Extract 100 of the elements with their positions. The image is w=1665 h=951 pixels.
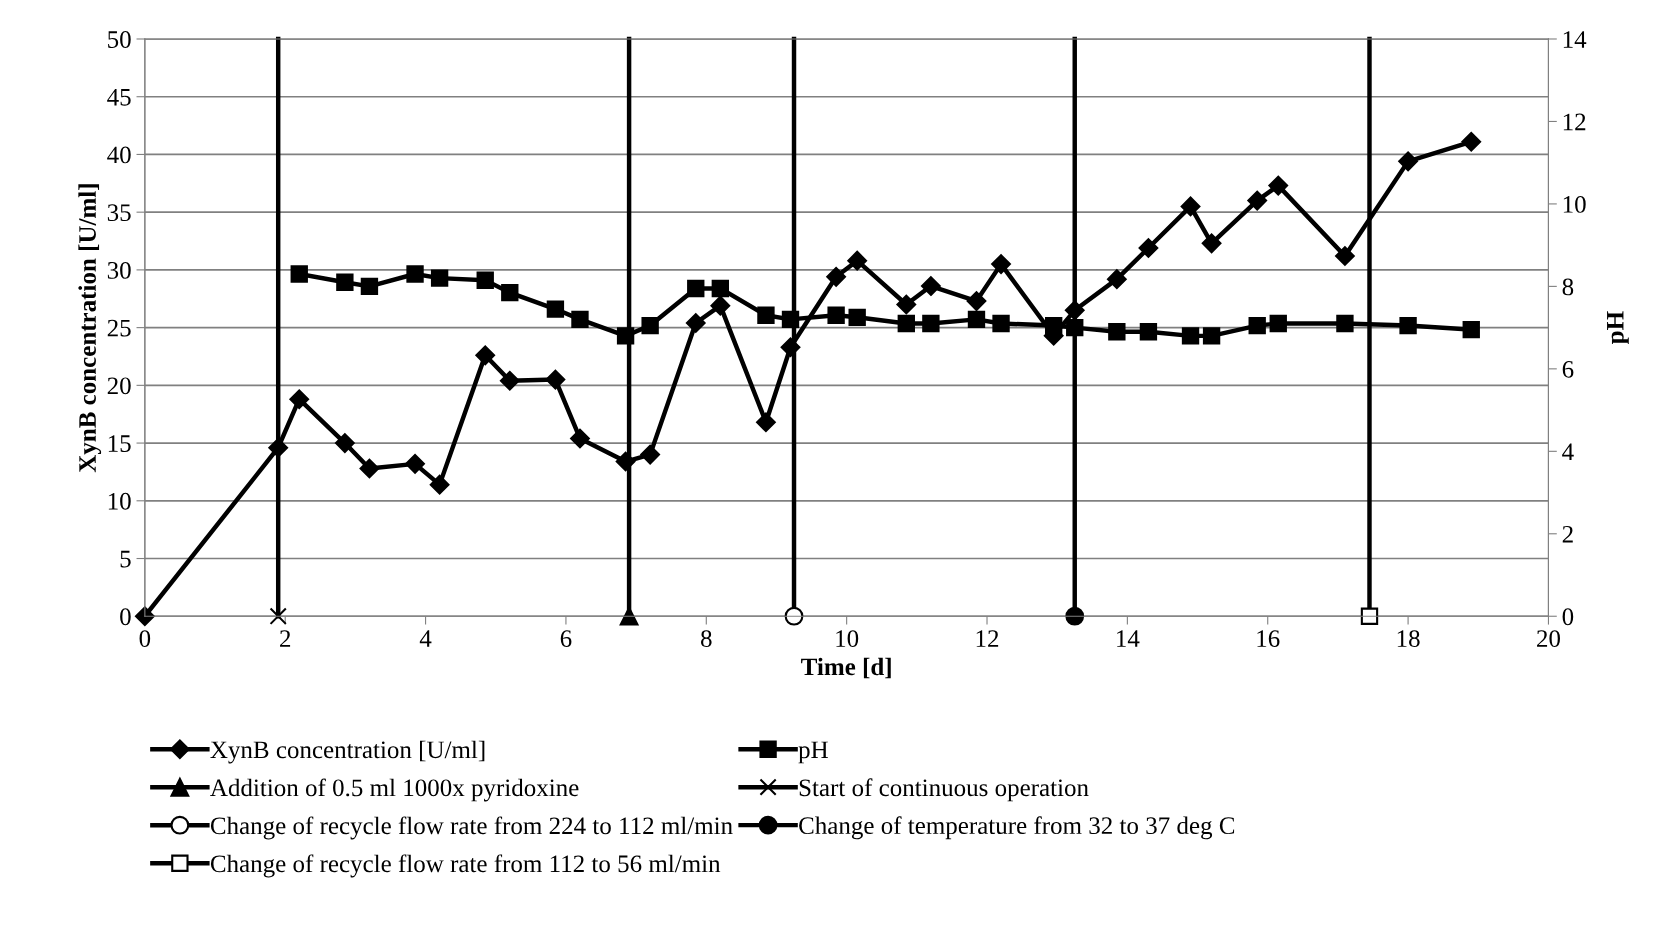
y2-axis-title: pH	[1607, 311, 1629, 344]
point	[757, 306, 775, 324]
y-tick-label: 50	[108, 31, 131, 48]
point	[897, 314, 915, 333]
point	[570, 428, 590, 449]
point	[1462, 321, 1480, 339]
point	[571, 310, 589, 329]
point	[1180, 196, 1201, 217]
legend-label: Change of recycle flow rate from 224 to 112 ml/min	[210, 816, 733, 840]
y-tick-label: 20	[107, 377, 131, 395]
x-tick-label: 2	[280, 630, 291, 647]
point	[1399, 316, 1417, 335]
y2-tick-label: 10	[1563, 195, 1586, 213]
point	[710, 295, 731, 316]
y-axis-title: XynB concentration [U/ml]	[78, 184, 102, 473]
point	[359, 458, 380, 479]
y-tick-label: 30	[107, 261, 131, 279]
point	[1138, 238, 1159, 258]
point	[405, 453, 425, 474]
y2-tick-label: 8	[1562, 278, 1574, 296]
point	[1045, 316, 1063, 335]
point	[827, 306, 845, 324]
x-tick-label: 18	[1397, 630, 1420, 648]
point	[546, 300, 565, 318]
y-tick-label: 40	[107, 146, 131, 164]
point	[1247, 190, 1268, 211]
point	[336, 273, 354, 291]
x-tick-label: 20	[1537, 630, 1560, 648]
point	[991, 254, 1011, 274]
y2-tick-label: 6	[1562, 360, 1574, 378]
point	[360, 277, 379, 296]
y-tick-label: 45	[107, 88, 131, 106]
x-tick-label: 16	[1257, 630, 1280, 648]
x-tick-label: 0	[139, 630, 151, 648]
x-tick-label: 8	[701, 630, 712, 648]
point	[826, 266, 846, 287]
point	[430, 269, 449, 287]
point	[475, 345, 496, 366]
legend-label: Change of temperature from 32 to 37 deg C	[799, 816, 1235, 840]
legend-label: XynB concentration [U/ml]	[210, 740, 485, 764]
point	[1336, 314, 1354, 333]
point	[640, 444, 661, 465]
legend-label: Addition of 0.5 ml 1000x pyridoxine	[210, 778, 579, 802]
point	[269, 607, 287, 625]
point	[476, 271, 494, 289]
point	[1202, 327, 1221, 345]
point	[1065, 606, 1085, 626]
point	[966, 291, 987, 311]
point	[1461, 131, 1482, 152]
point	[1201, 233, 1222, 254]
point	[1106, 269, 1127, 290]
point	[545, 369, 566, 390]
point	[1398, 151, 1418, 172]
point	[1268, 175, 1289, 196]
x-tick-label: 14	[1117, 630, 1140, 647]
point	[641, 316, 659, 335]
x-tick-label: 10	[836, 630, 859, 648]
x-tick-label: 12	[976, 630, 999, 647]
y-tick-label: 15	[108, 435, 131, 452]
point	[967, 310, 986, 329]
y-tick-label: 10	[108, 492, 131, 510]
point	[1360, 607, 1379, 625]
point	[1248, 316, 1266, 335]
y-tick-label: 5	[120, 550, 131, 568]
point	[1269, 314, 1287, 333]
point	[334, 433, 355, 453]
x-tick-label: 4	[419, 630, 432, 647]
point	[711, 279, 730, 298]
y2-tick-label: 12	[1563, 113, 1586, 131]
point	[289, 389, 310, 410]
point	[1066, 318, 1084, 337]
x-axis-title: Time [d]	[801, 657, 891, 679]
x-tick-label: 6	[560, 630, 572, 648]
y-tick-label: 0	[120, 608, 131, 626]
point	[784, 606, 804, 626]
point	[1181, 327, 1200, 345]
point	[848, 308, 866, 326]
point	[406, 265, 424, 283]
point	[1139, 323, 1158, 341]
y2-tick-label: 14	[1563, 31, 1587, 48]
point	[687, 279, 705, 298]
point	[499, 370, 520, 391]
point	[920, 276, 941, 296]
point	[429, 474, 450, 495]
y2-tick-label: 2	[1562, 525, 1573, 543]
legend-label: Start of continuous operation	[799, 778, 1089, 802]
y-tick-label: 25	[107, 319, 131, 337]
point	[896, 294, 917, 315]
point	[992, 314, 1010, 333]
y2-tick-label: 0	[1562, 608, 1574, 626]
point	[1108, 323, 1126, 341]
point	[290, 265, 308, 283]
point	[134, 606, 155, 627]
point	[781, 310, 800, 329]
point	[619, 606, 639, 626]
legend-label: pH	[798, 741, 828, 764]
point	[616, 327, 635, 345]
point	[501, 283, 519, 302]
y-tick-label: 35	[107, 204, 131, 222]
legend-label: Change of recycle flow rate from 112 to 56 ml/min	[210, 854, 721, 878]
